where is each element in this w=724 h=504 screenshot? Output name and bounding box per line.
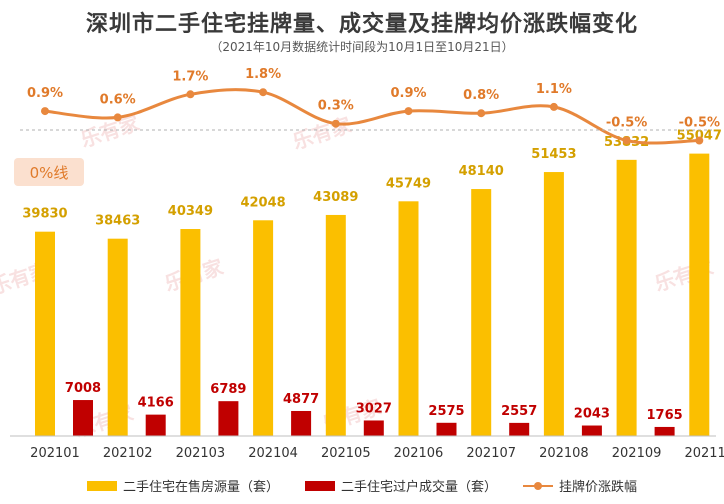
price-change-point xyxy=(549,102,558,111)
bar-listings xyxy=(325,214,346,436)
chart-subtitle: （2021年10月数据统计时间段为10月1日至10月21日） xyxy=(210,40,514,54)
price-change-point xyxy=(331,119,340,128)
price-change-point xyxy=(404,107,413,116)
x-tick-label: 202108 xyxy=(539,446,589,461)
price-change-label: 1.7% xyxy=(172,69,208,84)
x-tick-label: 202104 xyxy=(248,446,298,461)
price-change-line xyxy=(44,88,700,145)
bar-label-listings: 39830 xyxy=(22,207,67,222)
x-tick-label: 202107 xyxy=(466,446,516,461)
bar-label-listings: 51453 xyxy=(531,147,576,162)
price-change-label: -0.5% xyxy=(679,116,720,131)
bar-deals xyxy=(145,414,166,436)
price-change-point xyxy=(477,109,486,118)
price-change-label: 0.8% xyxy=(463,88,499,103)
bar-label-listings: 40349 xyxy=(168,204,213,219)
bar-deals xyxy=(581,425,602,436)
bar-deals xyxy=(363,420,384,436)
bar-label-listings: 48140 xyxy=(459,164,504,179)
zero-line-label: 0%线 xyxy=(30,164,69,182)
chart-title: 深圳市二手住宅挂牌量、成交量及挂牌均价涨跌幅变化 xyxy=(85,12,638,37)
bar-label-listings: 45749 xyxy=(386,176,431,191)
bar-listings xyxy=(107,238,128,436)
legend: 二手住宅在售房源量（套） 二手住宅过户成交量（套） 挂牌价涨跌幅 xyxy=(0,476,724,495)
bar-label-deals: 4166 xyxy=(138,396,174,411)
zero-line-box xyxy=(14,158,84,186)
bar-listings xyxy=(689,153,710,436)
x-tick-label: 202103 xyxy=(176,446,226,461)
chart-svg: 乐有家乐有家乐有家乐有家乐有家乐有家乐有家 39830 7008 38463 4166… xyxy=(0,67,724,461)
bar-label-deals: 2557 xyxy=(501,404,537,419)
legend-label-deals: 二手住宅过户成交量（套） xyxy=(340,480,497,495)
price-change-point xyxy=(695,136,704,145)
x-tick-label: 202101 xyxy=(30,446,80,461)
price-change-point xyxy=(622,136,631,145)
bar-label-deals: 2043 xyxy=(574,407,610,422)
legend-swatch-listings xyxy=(86,480,117,491)
bar-label-listings: 38463 xyxy=(95,214,140,229)
price-change-point xyxy=(186,90,195,99)
price-change-point xyxy=(259,88,268,97)
price-change-point xyxy=(113,113,122,122)
bar-listings xyxy=(180,229,201,436)
price-change-label: 0.3% xyxy=(318,99,354,114)
line-layer: 0.9% 0.6% 1.7% 1.8% 0.3% 0.9% 0.8% 1.1% -0.5% -0.… xyxy=(27,67,720,145)
bar-deals xyxy=(509,422,530,436)
x-tick-label: 202106 xyxy=(394,446,444,461)
price-change-label: 0.9% xyxy=(390,86,426,101)
legend-item-deals: 二手住宅过户成交量（套） xyxy=(304,476,497,495)
bar-deals xyxy=(218,401,239,436)
x-tick-label: 202102 xyxy=(103,446,153,461)
bar-listings xyxy=(253,220,274,436)
price-change-label: 0.6% xyxy=(100,92,136,107)
legend-swatch-price-change xyxy=(523,481,553,490)
legend-item-listings: 二手住宅在售房源量（套） xyxy=(86,476,279,495)
bars-layer: 39830 7008 38463 4166 40349 6789 42048 4877 4308… xyxy=(22,129,724,436)
bar-label-deals: 6789 xyxy=(210,382,246,397)
legend-label-price-change: 挂牌价涨跌幅 xyxy=(559,480,638,495)
bar-deals xyxy=(436,422,457,436)
legend-swatch-deals xyxy=(304,480,335,491)
watermark-layer: 乐有家乐有家乐有家乐有家乐有家乐有家乐有家 xyxy=(0,110,717,442)
bar-listings xyxy=(543,172,564,436)
x-tick-label: 202105 xyxy=(321,446,371,461)
zero-line-layer: 0%线 xyxy=(14,129,712,186)
price-change-label: 1.8% xyxy=(245,67,281,82)
bar-listings xyxy=(471,189,492,436)
bar-label-deals: 7008 xyxy=(65,381,101,396)
legend-label-listings: 二手住宅在售房源量（套） xyxy=(122,480,279,495)
bar-listings xyxy=(616,159,637,436)
bar-label-deals: 4877 xyxy=(283,392,319,407)
price-change-label: 1.1% xyxy=(536,82,572,97)
bar-label-deals: 1765 xyxy=(647,408,683,423)
x-ticks-layer: 202101 202102 202103 202104 202105 202106 2021… xyxy=(30,446,724,461)
bar-label-listings: 43089 xyxy=(313,190,358,205)
bar-deals xyxy=(291,410,312,436)
legend-item-price-change: 挂牌价涨跌幅 xyxy=(523,476,637,495)
bar-deals xyxy=(654,426,675,436)
bar-label-listings: 42048 xyxy=(240,195,285,210)
price-change-label: -0.5% xyxy=(606,116,647,131)
x-tick-label: 202109 xyxy=(612,446,662,461)
price-change-label: 0.9% xyxy=(27,86,63,101)
bar-deals xyxy=(73,400,93,436)
bar-label-deals: 2575 xyxy=(428,404,464,419)
bar-listings xyxy=(35,231,55,436)
bar-listings xyxy=(398,201,419,436)
bar-label-deals: 3027 xyxy=(356,401,392,416)
price-change-point xyxy=(41,107,49,116)
